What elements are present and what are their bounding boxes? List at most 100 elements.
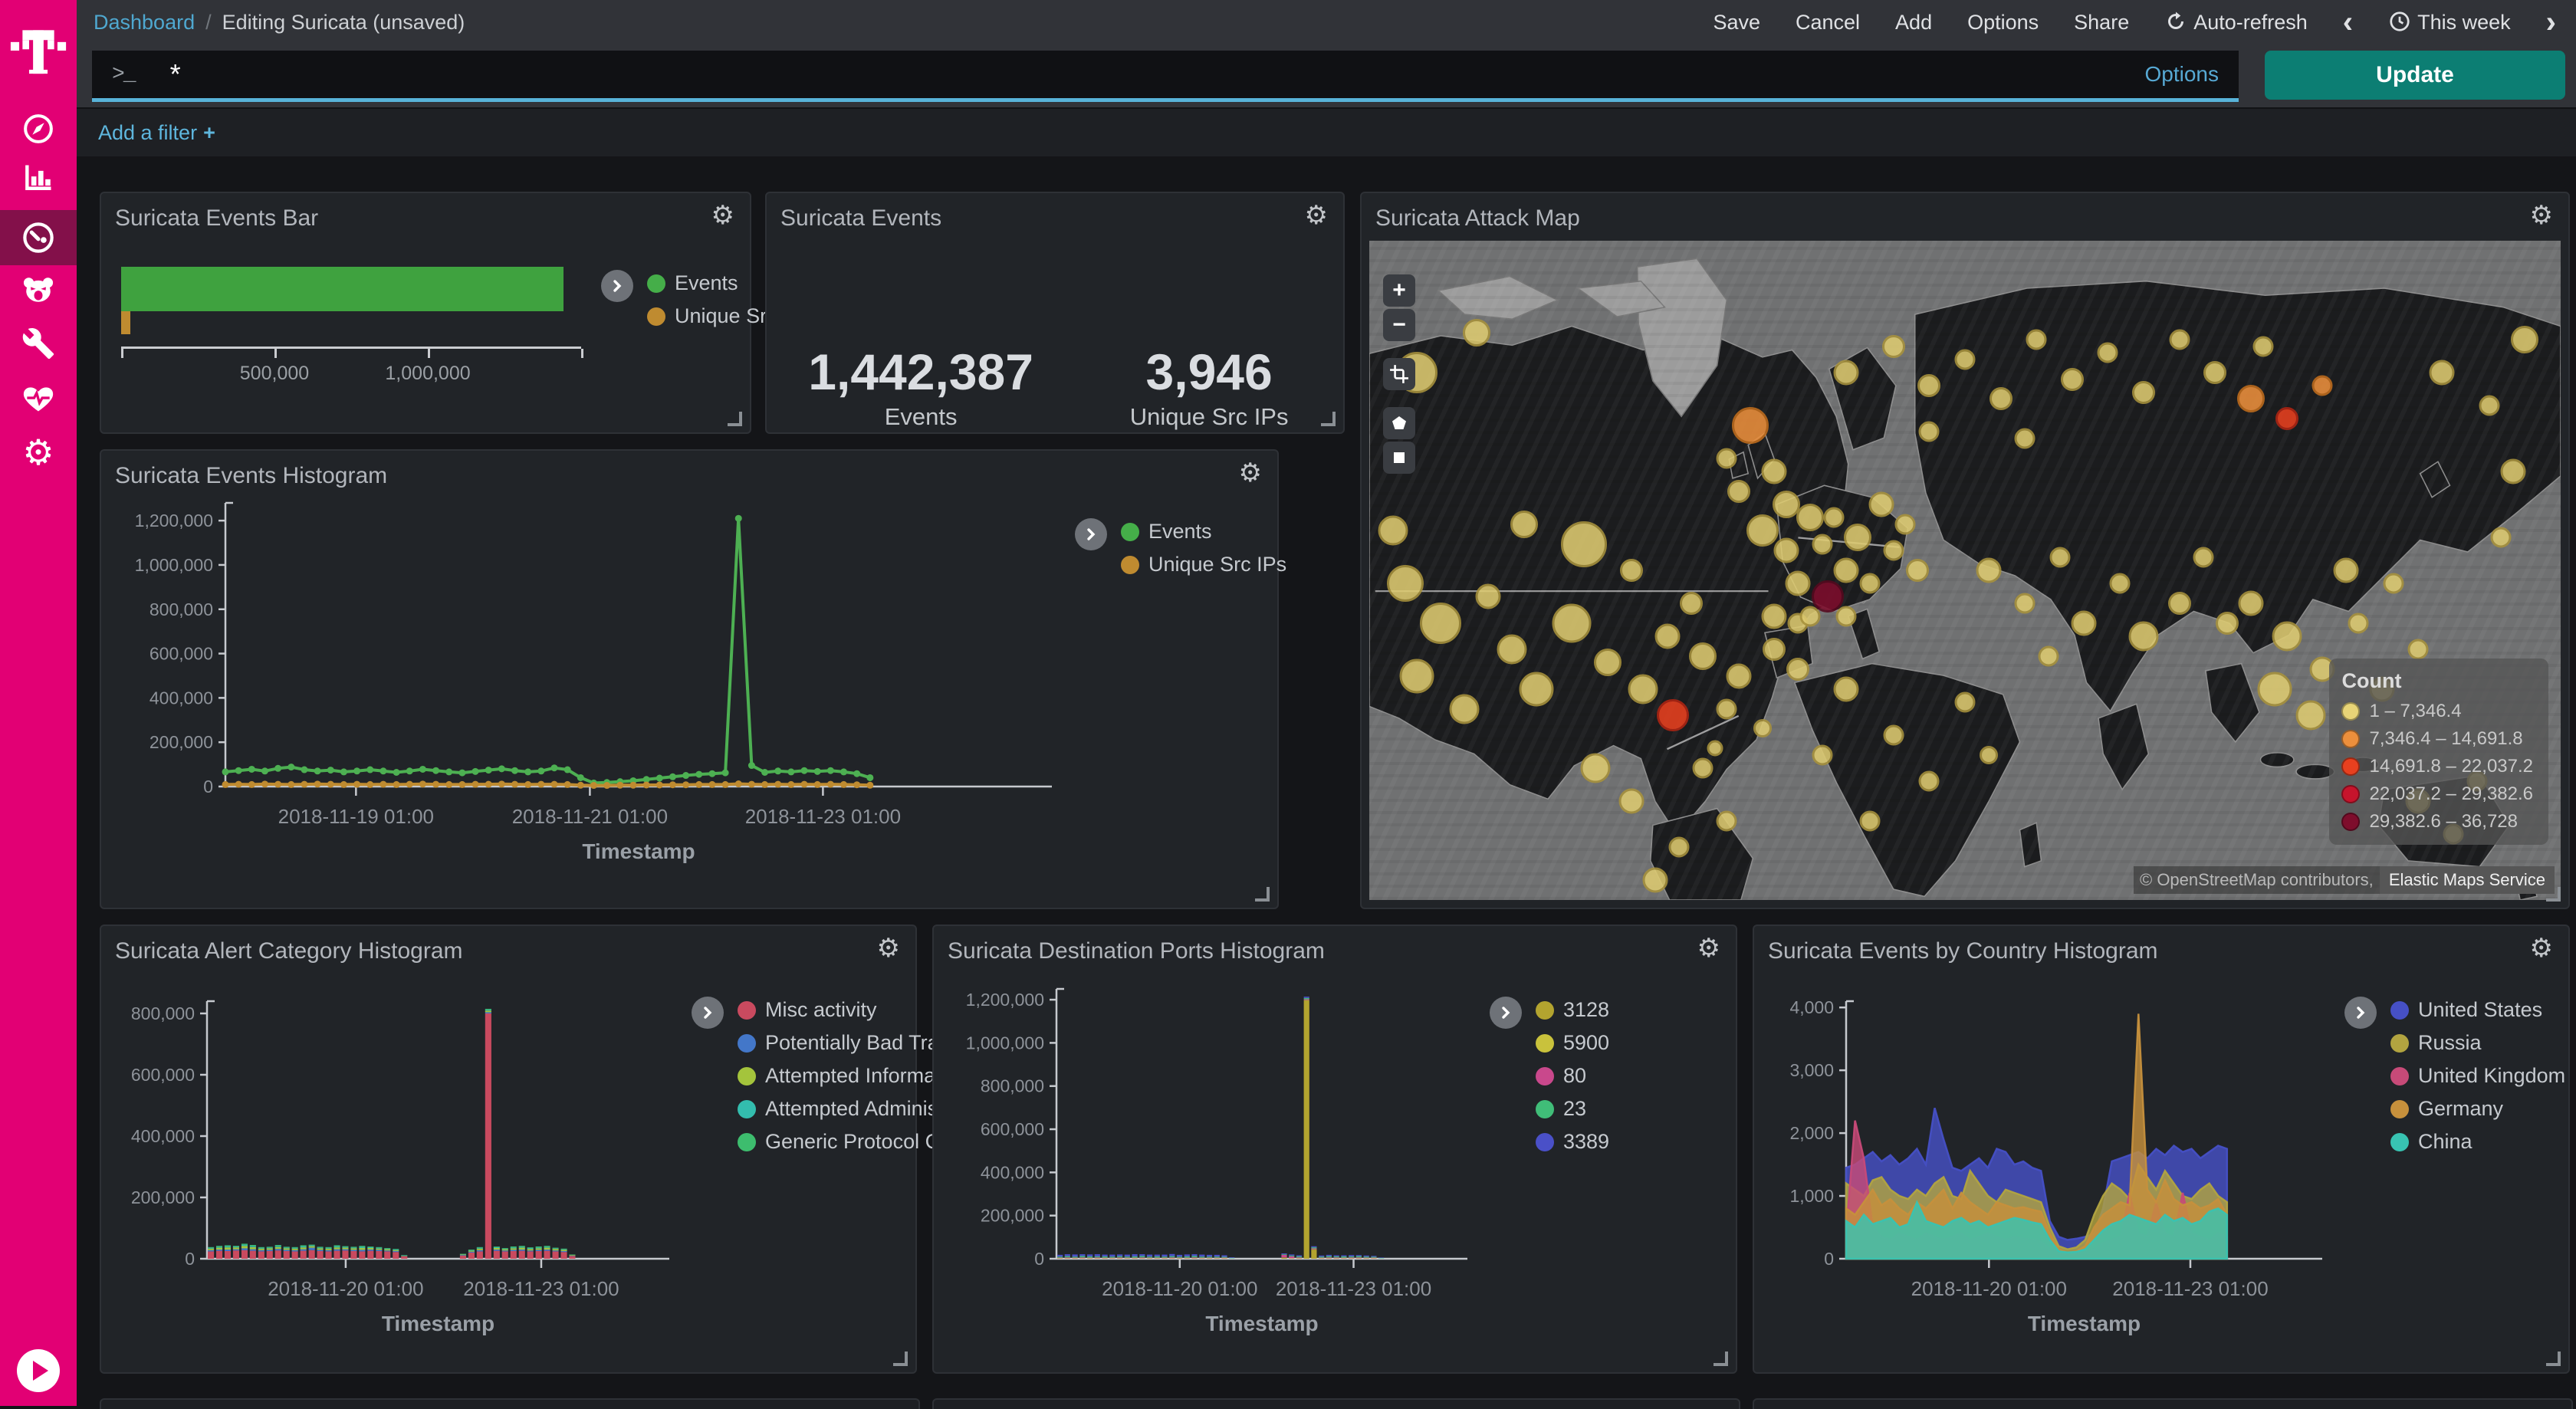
attack-point[interactable] bbox=[1762, 459, 1787, 484]
panel-title[interactable]: Suricata Attack Map bbox=[1375, 205, 1580, 232]
map-draw-rectangle-button[interactable] bbox=[1383, 442, 1415, 474]
legend-item[interactable]: 3389 bbox=[1536, 1130, 1609, 1154]
attack-point[interactable] bbox=[1883, 725, 1904, 746]
map-fit-data-button[interactable] bbox=[1383, 358, 1415, 390]
attack-point[interactable] bbox=[1833, 360, 1858, 386]
attack-point[interactable] bbox=[1773, 538, 1799, 563]
attack-point[interactable] bbox=[2479, 396, 2499, 416]
attack-point[interactable] bbox=[2129, 622, 2159, 652]
attack-point[interactable] bbox=[1824, 507, 1845, 528]
cancel-button[interactable]: Cancel bbox=[1796, 11, 1860, 34]
attack-point[interactable] bbox=[1883, 540, 1904, 561]
time-prev-button[interactable]: ‹ bbox=[2343, 7, 2353, 38]
attack-point[interactable] bbox=[1746, 514, 1779, 547]
attack-point[interactable] bbox=[1859, 810, 1880, 831]
sidebar-expand-button[interactable] bbox=[17, 1349, 60, 1392]
sidebar-item-monitoring[interactable] bbox=[0, 374, 77, 423]
stacked-bar-chart[interactable]: 1,200,0001,000,000800,000600,000400,0002… bbox=[941, 972, 1478, 1340]
panel-title[interactable]: Suricata Destination Ports Histogram bbox=[948, 938, 1325, 964]
attack-point[interactable] bbox=[1717, 698, 1737, 719]
time-next-button[interactable]: › bbox=[2546, 7, 2556, 38]
attack-point[interactable] bbox=[1618, 789, 1644, 814]
attack-point[interactable] bbox=[2272, 622, 2302, 652]
attack-point[interactable] bbox=[1732, 407, 1769, 444]
panel-title[interactable]: Suricata Events by Country Histogram bbox=[1768, 938, 2158, 964]
search-input[interactable]: >_ * Options bbox=[92, 51, 2239, 102]
attack-point[interactable] bbox=[2500, 459, 2525, 484]
sidebar-item-dev-tools[interactable] bbox=[0, 319, 77, 368]
elastic-maps-attribution[interactable]: Elastic Maps Service bbox=[2380, 866, 2555, 894]
attack-point[interactable] bbox=[2429, 360, 2454, 386]
attack-point[interactable] bbox=[1463, 319, 1490, 347]
gear-icon[interactable]: ⚙ bbox=[2530, 935, 2553, 961]
attack-point[interactable] bbox=[1628, 674, 1658, 704]
attack-point[interactable] bbox=[2168, 592, 2191, 615]
attack-point[interactable] bbox=[1833, 558, 1858, 583]
attack-point[interactable] bbox=[1859, 573, 1880, 594]
add-filter-link[interactable]: Add a filter+ bbox=[98, 121, 215, 145]
query-options-link[interactable]: Options bbox=[2145, 62, 2220, 87]
attack-point[interactable] bbox=[1753, 719, 1772, 737]
map-zoom-out-button[interactable]: − bbox=[1383, 309, 1415, 341]
legend-item[interactable]: Germany bbox=[2390, 1097, 2565, 1121]
gear-icon[interactable]: ⚙ bbox=[711, 202, 734, 228]
map-draw-polygon-button[interactable] bbox=[1383, 407, 1415, 439]
attack-point[interactable] bbox=[1689, 642, 1717, 670]
attack-point[interactable] bbox=[2132, 381, 2155, 404]
attack-point[interactable] bbox=[2014, 593, 2035, 614]
legend-toggle-button[interactable] bbox=[601, 270, 633, 302]
legend-item[interactable]: Events bbox=[1121, 520, 1286, 544]
options-button[interactable]: Options bbox=[1967, 11, 2039, 34]
attack-point[interactable] bbox=[1594, 649, 1622, 676]
unique-src-ips-bar[interactable] bbox=[121, 311, 130, 334]
attack-point[interactable] bbox=[1955, 349, 1976, 369]
stacked-bar-chart[interactable]: 800,000600,000400,000200,00002018-11-20 … bbox=[109, 972, 680, 1340]
attack-point[interactable] bbox=[1990, 387, 2013, 410]
attack-point[interactable] bbox=[2258, 672, 2292, 706]
legend-item[interactable]: 5900 bbox=[1536, 1031, 1609, 1055]
attack-point[interactable] bbox=[1727, 480, 1750, 503]
time-range-button[interactable]: This week bbox=[2388, 10, 2511, 34]
auto-refresh-button[interactable]: Auto-refresh bbox=[2164, 10, 2308, 34]
attack-point[interactable] bbox=[1844, 524, 1871, 551]
attack-point[interactable] bbox=[1786, 571, 1811, 596]
attack-point[interactable] bbox=[2061, 368, 2084, 391]
resize-handle[interactable] bbox=[893, 1352, 908, 1366]
attack-point[interactable] bbox=[1763, 638, 1786, 661]
attack-point[interactable] bbox=[1976, 558, 2002, 583]
attack-point[interactable] bbox=[1919, 422, 1940, 442]
gear-icon[interactable]: ⚙ bbox=[1305, 202, 1328, 228]
legend-toggle-button[interactable] bbox=[1490, 997, 1522, 1029]
attack-point[interactable] bbox=[1833, 676, 1858, 701]
attack-point[interactable] bbox=[1882, 335, 1905, 358]
breadcrumb-dashboard-link[interactable]: Dashboard bbox=[94, 11, 195, 34]
legend-item[interactable]: 80 bbox=[1536, 1064, 1609, 1088]
attack-point[interactable] bbox=[1552, 603, 1592, 642]
attack-point[interactable] bbox=[2098, 343, 2118, 363]
attack-point[interactable] bbox=[2384, 573, 2404, 594]
attack-point[interactable] bbox=[1895, 514, 1916, 534]
resize-handle[interactable] bbox=[1714, 1352, 1728, 1366]
attack-point[interactable] bbox=[1812, 534, 1832, 554]
line-chart[interactable]: 1,200,0001,000,000800,000600,000400,0002… bbox=[110, 491, 1069, 866]
attack-point[interactable] bbox=[1669, 837, 1690, 858]
legend-item[interactable]: China bbox=[2390, 1130, 2565, 1154]
attack-point[interactable] bbox=[1726, 663, 1751, 688]
gear-icon[interactable]: ⚙ bbox=[2530, 202, 2553, 228]
attack-point[interactable] bbox=[2050, 547, 2071, 567]
add-button[interactable]: Add bbox=[1895, 11, 1932, 34]
gear-icon[interactable]: ⚙ bbox=[877, 935, 900, 961]
panel-title[interactable]: Suricata Alert Category Histogram bbox=[115, 938, 463, 964]
attack-point[interactable] bbox=[1654, 624, 1680, 649]
panel-title[interactable]: Suricata Events Bar bbox=[115, 205, 318, 232]
attack-point[interactable] bbox=[1620, 559, 1643, 582]
sidebar-item-bear[interactable] bbox=[0, 265, 77, 314]
attack-point[interactable] bbox=[2348, 613, 2368, 633]
attack-point[interactable] bbox=[1812, 744, 1832, 765]
attack-point[interactable] bbox=[1762, 604, 1787, 629]
attack-point[interactable] bbox=[1387, 565, 1424, 602]
events-bar[interactable] bbox=[121, 267, 564, 311]
attack-point[interactable] bbox=[1980, 746, 1998, 764]
sidebar-item-discover[interactable] bbox=[0, 104, 77, 153]
attack-point[interactable] bbox=[1955, 692, 1976, 713]
